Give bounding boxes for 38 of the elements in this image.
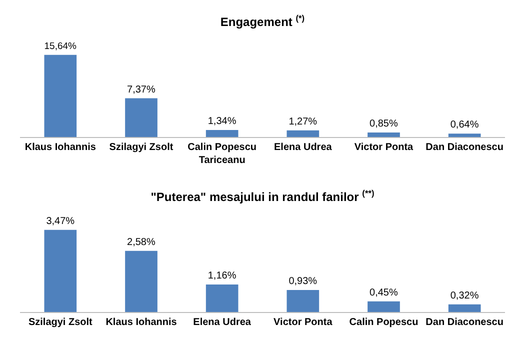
data-label: 3,47% [46, 216, 75, 227]
bar [206, 284, 238, 312]
bar [286, 130, 320, 137]
bar [286, 290, 320, 312]
data-label: 0,32% [450, 290, 479, 302]
x-tick-label: Szilagyi Zsolt [109, 142, 174, 153]
bar [368, 132, 400, 137]
data-label: 0,64% [450, 120, 479, 131]
x-tick-label: Victor Ponta [354, 142, 414, 153]
bar [368, 301, 400, 312]
data-label: 7,37% [127, 84, 156, 96]
data-label: 1,27% [288, 116, 318, 128]
x-tick-label: Elena Udrea [274, 142, 332, 153]
bar [44, 54, 77, 137]
bar [448, 134, 481, 137]
bar [206, 130, 238, 137]
data-label: 0,85% [370, 118, 398, 130]
chart-title: Engagement $^{(*)}$ [220, 12, 305, 29]
bar [448, 304, 481, 312]
bar [125, 98, 158, 137]
data-label: 1,34% [208, 116, 236, 127]
x-tick-label: Dan Diaconescu [426, 317, 504, 328]
data-label: 1,16% [208, 270, 236, 282]
x-tick-label: Elena Udrea [193, 317, 252, 328]
x-tick-label: Klaus Iohannis [24, 142, 96, 153]
x-tick-label: Szilagyi Zsolt [28, 317, 94, 328]
x-tick-label: Dan Diaconescu [426, 142, 504, 153]
bar [44, 230, 77, 312]
data-label: 0,45% [370, 287, 398, 298]
data-label: 0,93% [288, 276, 318, 287]
chart-title: "Puterea" mesajului in randul fanilor $^{(**)}$ [150, 188, 374, 204]
x-tick-label: Calin Popescu Tariceanu [188, 142, 257, 166]
data-label: 2,58% [127, 236, 156, 248]
x-tick-label: Victor Ponta [274, 317, 333, 328]
x-tick-label: Klaus Iohannis [106, 317, 178, 328]
bar [125, 250, 158, 312]
data-label: 15,64% [44, 41, 78, 52]
x-tick-label: Calin Popescu [349, 317, 418, 328]
